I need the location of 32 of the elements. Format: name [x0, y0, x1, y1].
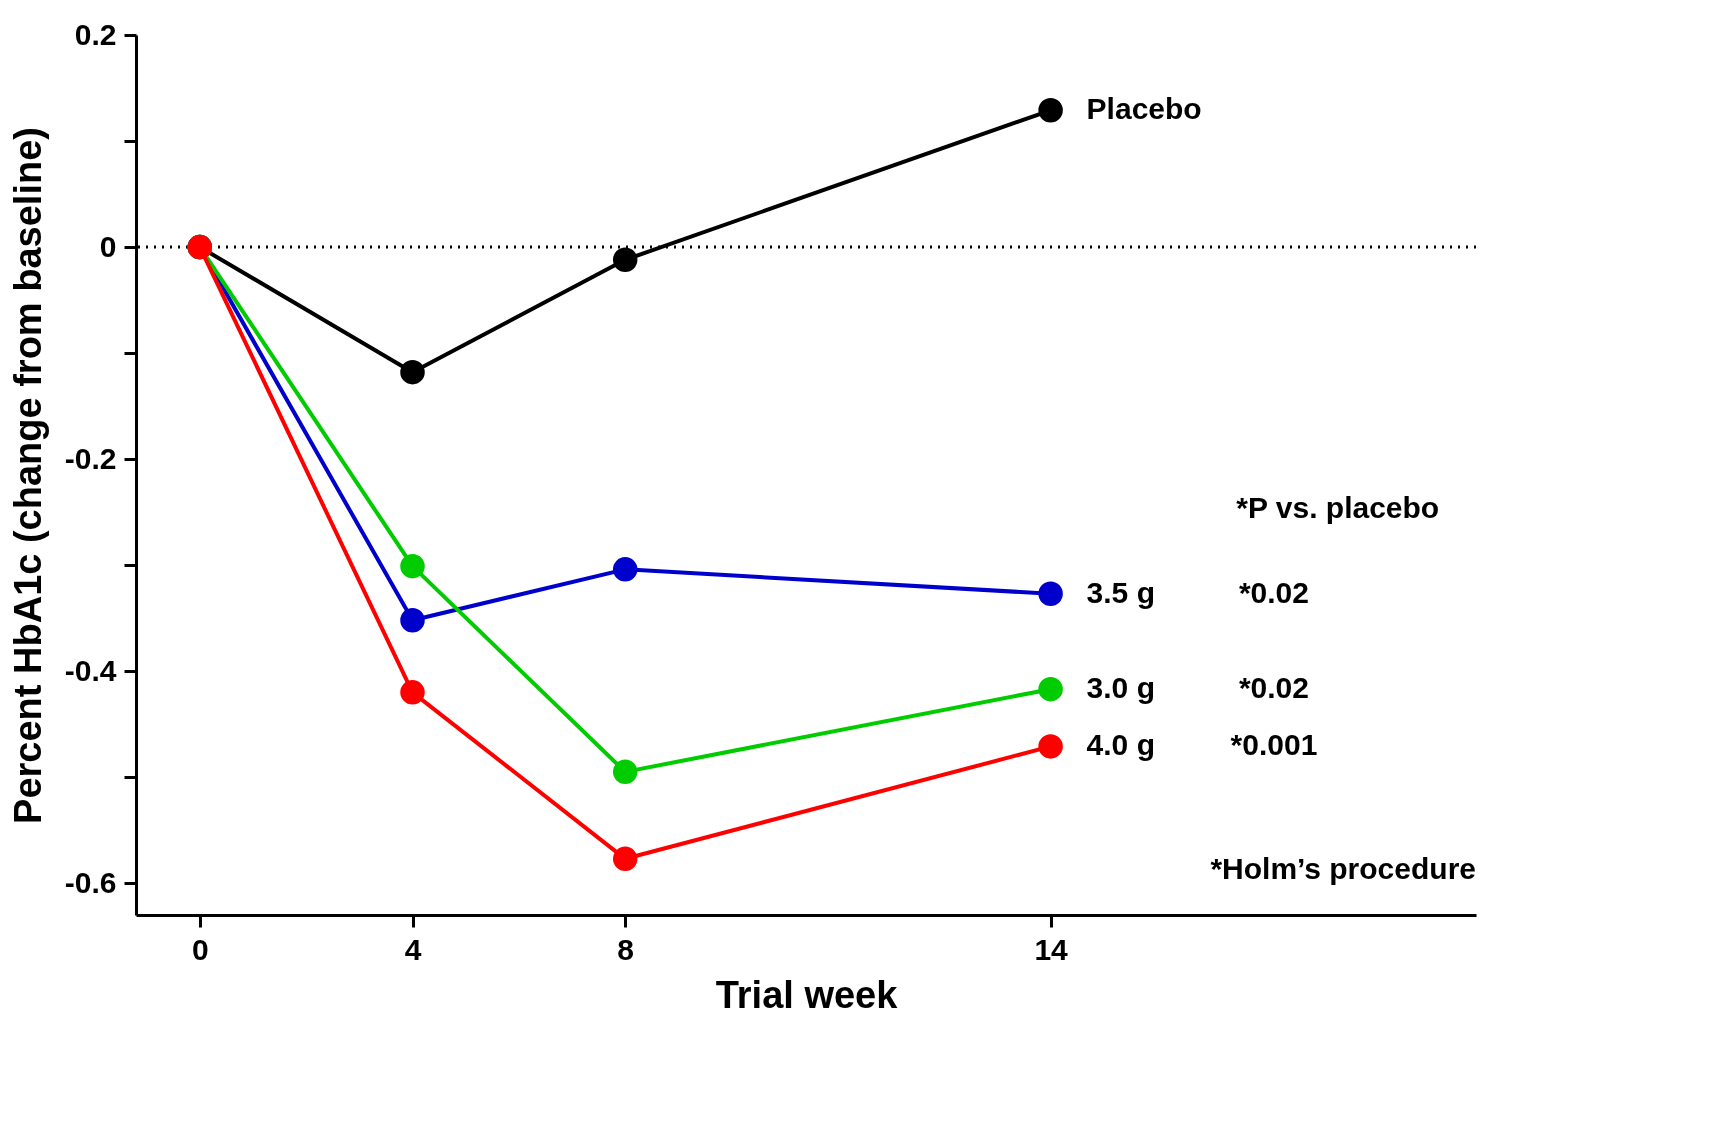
annotation: *0.001: [1230, 728, 1318, 762]
series-label: 4.0 g: [1086, 728, 1155, 762]
point: [1038, 734, 1063, 759]
point: [612, 247, 638, 272]
annotation: *Holm’s procedure: [1210, 852, 1476, 885]
x-axis-title: Trial week: [715, 973, 899, 1016]
x-tick-label: 8: [617, 932, 635, 966]
y-tick-label: 0: [99, 229, 117, 263]
annotation: *0.02: [1238, 575, 1309, 609]
annotation: *P vs. placebo: [1236, 490, 1440, 524]
point: [400, 608, 425, 633]
series-label: Placebo: [1086, 92, 1202, 126]
y-tick-label: -0.4: [64, 653, 117, 687]
x-tick-label: 0: [191, 932, 209, 966]
x-tick-label: 14: [1034, 932, 1069, 966]
point: [400, 680, 425, 705]
y-axis-title: Percent HbA1c (change from baseline): [6, 127, 49, 824]
point: [612, 759, 638, 785]
point: [400, 553, 425, 579]
point: [1038, 581, 1063, 606]
y-tick-label: -0.6: [64, 865, 117, 899]
series-label: 3.0 g: [1086, 671, 1155, 705]
y-tick-label: -0.2: [64, 441, 117, 475]
y-tick-label: 0.2: [74, 17, 117, 51]
point: [400, 359, 425, 385]
point: [1038, 676, 1063, 702]
annotation: *0.02: [1238, 671, 1309, 705]
point: [612, 846, 638, 872]
point: [612, 557, 638, 582]
series-label: 3.5 g: [1086, 575, 1155, 609]
x-tick-label: 4: [404, 932, 422, 966]
point: [1038, 98, 1063, 123]
